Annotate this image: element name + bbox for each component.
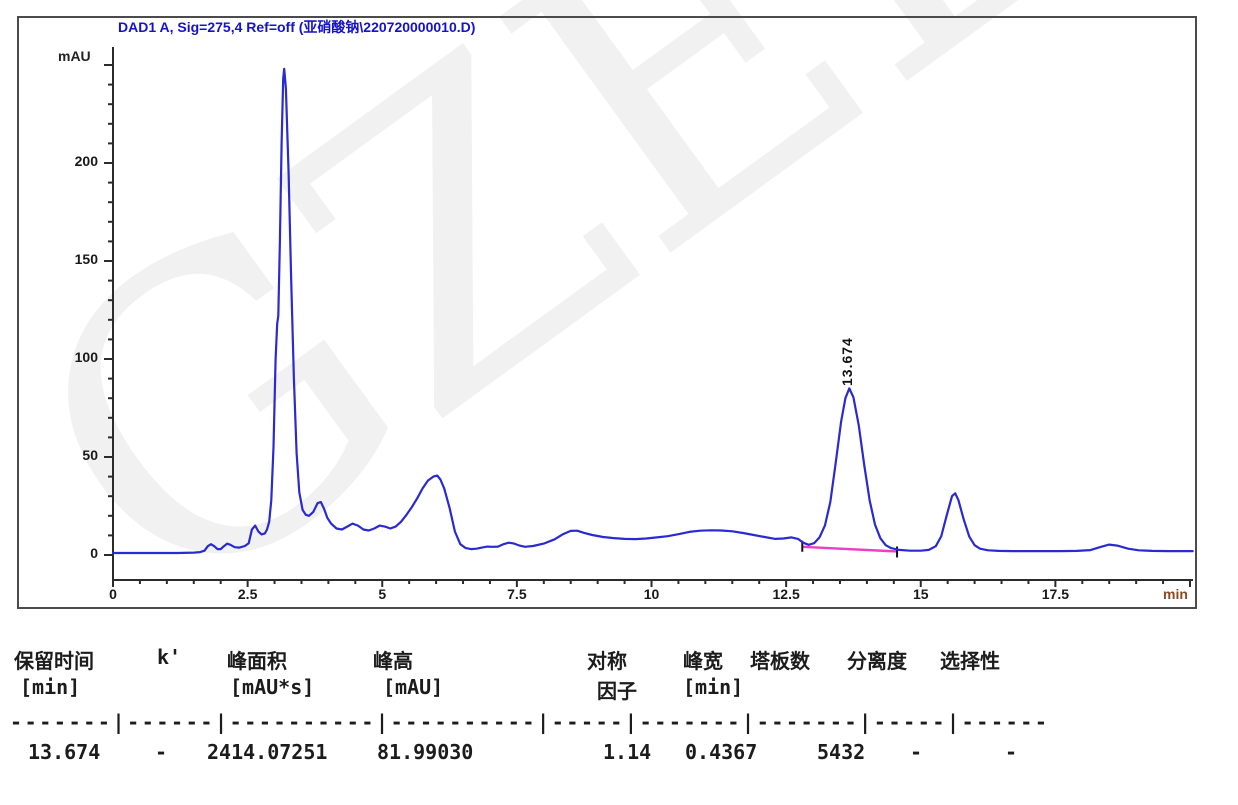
signal-trace (111, 67, 1194, 555)
x-tick-label: 0 (109, 586, 117, 602)
table-header: 峰面积 (227, 649, 287, 673)
chromatogram-plot (104, 47, 1194, 587)
table-header: 塔板数 (750, 649, 810, 673)
y-tick-label: 200 (74, 153, 98, 169)
y-tick-label: 100 (74, 349, 98, 365)
table-subheader: [mAU] (383, 675, 444, 699)
table-header: 峰高 (373, 649, 413, 673)
table-subheader: [mAU*s] (230, 675, 315, 699)
x-tick-label: 7.5 (507, 586, 527, 602)
peak-retention-time-label: 13.674 (839, 337, 856, 387)
x-tick-label: 15 (912, 586, 929, 602)
y-tick-label: 50 (82, 447, 98, 463)
table-cell: - (155, 740, 168, 764)
table-header: k' (157, 645, 182, 669)
table-cell: 5432 (817, 740, 866, 764)
table-header: 对称 (587, 649, 627, 673)
table-separator: -------|------|----------|----------|---… (10, 710, 1050, 734)
table-subheader: [min] (683, 675, 744, 699)
table-cell: - (1005, 740, 1018, 764)
x-tick-label: 10 (643, 586, 660, 602)
table-cell: 13.674 (28, 740, 101, 764)
table-subheader: 因子 (597, 679, 637, 703)
table-header: 保留时间 (14, 649, 94, 673)
table-header: 选择性 (940, 649, 1000, 673)
x-tick-label: 17.5 (1041, 586, 1069, 602)
table-cell: 1.14 (603, 740, 652, 764)
table-cell: - (910, 740, 923, 764)
table-header: 分离度 (847, 649, 907, 673)
table-cell: 0.4367 (685, 740, 758, 764)
y-axis-unit-label: mAU (58, 48, 91, 64)
chart-title: DAD1 A, Sig=275,4 Ref=off (亚硝酸钠\22072000… (118, 19, 476, 35)
x-tick-label: 5 (378, 586, 387, 602)
x-axis-unit-label: min (1163, 586, 1188, 602)
table-subheader: [min] (20, 675, 81, 699)
y-tick-label: 0 (90, 545, 98, 561)
y-tick-label: 150 (74, 251, 98, 267)
table-cell: 2414.07251 (207, 740, 328, 764)
chromatogram-panel (17, 16, 1197, 609)
table-cell: 81.99030 (377, 740, 474, 764)
x-tick-label: 12.5 (772, 586, 800, 602)
table-header: 峰宽 (683, 649, 723, 673)
x-tick-label: 2.5 (237, 586, 258, 602)
